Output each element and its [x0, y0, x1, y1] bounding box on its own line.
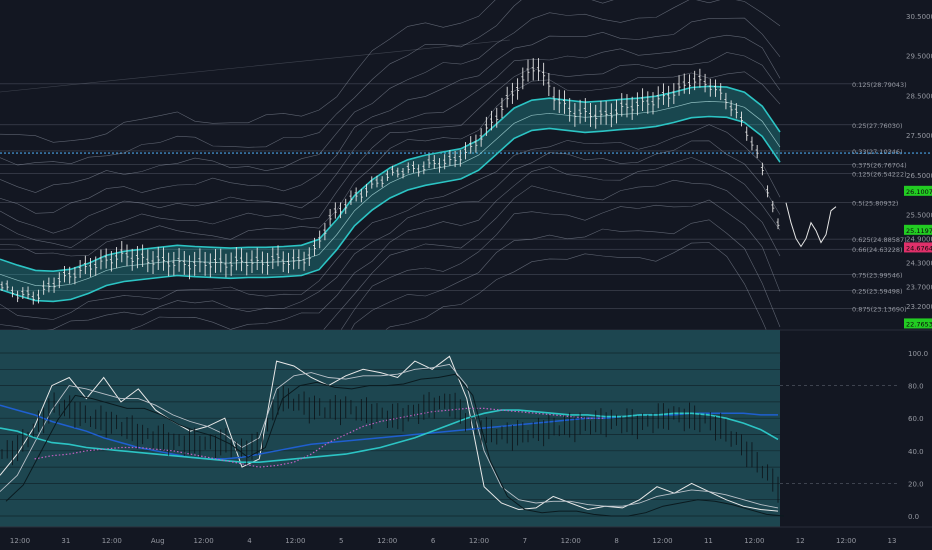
price-axis-tick: 26.5000 [906, 172, 932, 180]
price-tag [904, 224, 932, 235]
oscillator-axis-tick: 60.0 [908, 415, 924, 423]
envelope-band-upper [0, 0, 496, 143]
envelope-band-upper [0, 52, 781, 249]
oscillator-background [0, 330, 780, 527]
price-axis-tick: 29.5000 [906, 53, 932, 61]
price-tag [904, 318, 932, 329]
envelope-band-upper [0, 17, 781, 214]
time-axis-tick: 11 [704, 537, 713, 545]
envelope-band-lower [0, 140, 781, 332]
time-axis-tick: 12:00 [285, 537, 305, 545]
price-tag-label: 25.11970 [906, 227, 932, 235]
price-tag-label: 24.67643 [906, 244, 932, 252]
price-axis-tick: 27.5000 [906, 132, 932, 140]
fib-level-label: 0.25(27.76030) [852, 122, 903, 130]
time-axis-tick: 12:00 [469, 537, 489, 545]
oscillator-line-magenta [34, 407, 606, 468]
price-axis-tick: 30.5000 [906, 13, 932, 21]
time-axis: 12:00 31 12:00 Aug 12:00 4 12:00 5 12:00 6 12:00 7 1… [0, 526, 932, 545]
fib-level-label: 0.625(24.88587) [852, 236, 907, 244]
price-axis: 30.5000 29.5000 28.5000 27.5000 26.5000 25.50… [904, 13, 932, 329]
projection-path [785, 202, 837, 248]
time-axis-tick: 12 [796, 537, 805, 545]
envelope-band-upper [0, 0, 614, 166]
time-axis-tick: 8 [614, 537, 618, 545]
envelope-band-lower [0, 124, 781, 320]
price-axis-tick: 24.3000 [906, 259, 932, 267]
price-tag-label: 26.10074 [906, 188, 932, 196]
channel-center-line [0, 101, 781, 287]
envelope-band-upper [0, 0, 781, 193]
trend-line [0, 39, 511, 93]
fib-level-label: 0.125(28.79043) [852, 81, 907, 89]
price-axis-tick: 24.9000 [906, 236, 932, 244]
time-axis-tick: 5 [339, 537, 343, 545]
price-tag [904, 242, 932, 253]
time-axis-tick: 31 [61, 537, 70, 545]
time-axis-tick: 12:00 [744, 537, 764, 545]
time-axis-tick: 4 [247, 537, 252, 545]
fib-level-label: 0.5(25.80932) [852, 199, 898, 207]
channel-upper-line [0, 85, 781, 273]
channel-lower-line [0, 115, 781, 303]
price-axis-tick: 28.5000 [906, 92, 932, 100]
price-axis-tick: 23.2000 [906, 303, 932, 311]
fib-level-label: 0.25(23.59498) [852, 287, 903, 295]
oscillator-line-teal [0, 409, 779, 463]
fib-level-label: 0.375(26.76704) [852, 161, 907, 169]
time-axis-tick: 6 [431, 537, 436, 545]
oscillator-axis-tick: 80.0 [908, 383, 924, 391]
oscillator-axis-tick: 100.0 [908, 350, 928, 358]
time-axis-tick: Aug [151, 537, 165, 545]
oscillator-line-white_smooth [0, 363, 779, 509]
fib-level-label: 0.75(23.99546) [852, 272, 903, 280]
fib-level-label: 0.66(24.63228) [852, 246, 903, 254]
time-axis-tick: 12:00 [377, 537, 397, 545]
envelope-band-upper [0, 34, 781, 234]
price-axis-tick: 23.7000 [906, 283, 932, 291]
fib-level-label: 0.33(27.10346) [852, 148, 903, 156]
envelope-band-upper [0, 71, 781, 257]
oscillator-axis: 100.0 80.0 60.0 40.0 20.0 0.0 [908, 350, 928, 521]
oscillator-line-signal [5, 373, 785, 517]
price-tag-label: 22.76534 [906, 320, 932, 328]
price-panel: 0.125(28.79043) 0.25(27.76030) 0.33(27.103… [0, 0, 932, 436]
time-axis-tick: 12:00 [836, 537, 856, 545]
time-axis-tick: 13 [888, 537, 897, 545]
price-axis-tick: 25.5000 [906, 212, 932, 220]
oscillator-axis-tick: 20.0 [908, 480, 924, 488]
oscillator-axis-tick: 40.0 [908, 448, 924, 456]
oscillator-panel [0, 330, 898, 527]
fib-level-label: 0.125(26.54222) [852, 170, 907, 178]
time-axis-tick: 12:00 [10, 537, 30, 545]
channel-fill [0, 86, 780, 302]
time-axis-tick: 7 [523, 537, 527, 545]
time-axis-tick: 12:00 [102, 537, 122, 545]
fib-level-label: 0.875(23.13690) [852, 306, 907, 314]
time-axis-tick: 12:00 [193, 537, 213, 545]
time-axis-tick: 12:00 [652, 537, 672, 545]
price-tag [904, 185, 932, 196]
time-axis-tick: 12:00 [561, 537, 581, 545]
oscillator-axis-tick: 0.0 [908, 513, 919, 521]
